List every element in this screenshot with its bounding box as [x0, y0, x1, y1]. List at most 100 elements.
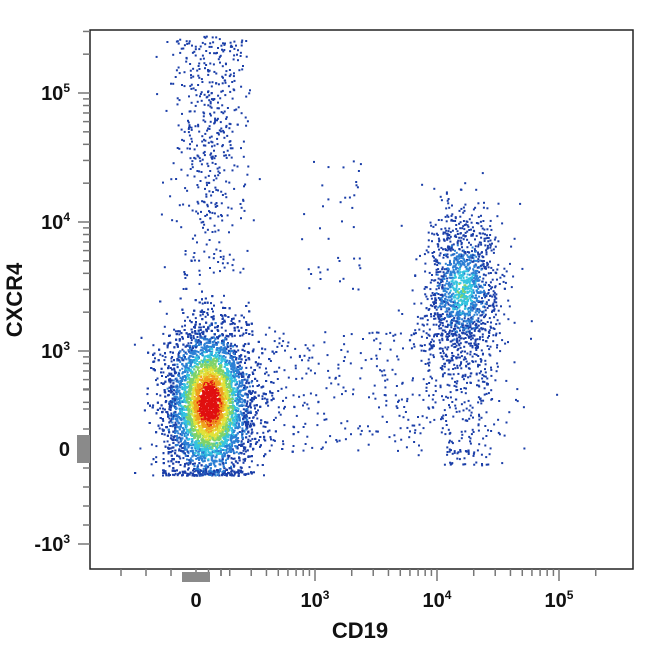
event-dot: [417, 316, 419, 318]
event-dot: [490, 220, 492, 222]
event-dot: [197, 203, 199, 205]
event-dot: [214, 225, 216, 227]
event-dot: [489, 317, 491, 319]
event-dot: [358, 289, 360, 291]
event-dot: [267, 405, 269, 407]
event-dot: [177, 97, 179, 99]
event-dot: [444, 293, 446, 295]
event-dot: [480, 400, 482, 402]
event-dot: [424, 253, 426, 255]
event-dot: [178, 124, 180, 126]
event-dot: [292, 451, 294, 453]
event-dot: [353, 258, 355, 260]
event-dot: [134, 472, 136, 474]
event-dot: [427, 319, 429, 321]
event-dot: [248, 382, 250, 384]
event-dot: [241, 375, 243, 377]
event-dot: [213, 112, 215, 114]
event-dot: [227, 207, 229, 209]
event-dot: [179, 428, 181, 430]
event-dot: [210, 202, 212, 204]
event-dot: [175, 330, 177, 332]
event-dot: [476, 222, 478, 224]
event-dot: [217, 95, 219, 97]
event-dot: [484, 267, 486, 269]
event-dot: [243, 400, 245, 402]
event-dot: [153, 458, 155, 460]
event-dot: [433, 233, 435, 235]
event-dot: [483, 284, 485, 286]
event-dot: [485, 309, 487, 311]
event-dot: [169, 342, 171, 344]
event-dot: [438, 219, 440, 221]
event-dot: [431, 233, 433, 235]
event-dot: [481, 297, 483, 299]
event-dot: [451, 357, 453, 359]
event-dot: [217, 474, 219, 476]
event-dot: [232, 269, 234, 271]
event-dot: [209, 63, 211, 65]
event-dot: [211, 46, 213, 48]
event-dot: [245, 332, 247, 334]
event-dot: [225, 315, 227, 317]
event-dot: [178, 333, 180, 335]
event-dot: [473, 464, 475, 466]
event-dot: [159, 427, 161, 429]
event-dot: [231, 157, 233, 159]
event-dot: [211, 107, 213, 109]
event-dot: [187, 455, 189, 457]
event-dot: [184, 273, 186, 275]
event-dot: [328, 166, 330, 168]
event-dot: [240, 203, 242, 205]
event-dot: [263, 455, 265, 457]
event-dot: [445, 275, 447, 277]
event-dot: [437, 282, 439, 284]
event-dot: [173, 389, 175, 391]
event-dot: [254, 392, 256, 394]
event-dot: [205, 464, 207, 466]
event-dot: [147, 388, 149, 390]
event-dot: [487, 293, 489, 295]
event-dot: [154, 357, 156, 359]
event-dot: [426, 249, 428, 251]
event-dot: [446, 310, 448, 312]
event-dot: [442, 313, 444, 315]
event-dot: [168, 431, 170, 433]
event-dot: [208, 94, 210, 96]
event-dot: [217, 341, 219, 343]
event-dot: [231, 323, 233, 325]
event-dot: [374, 398, 376, 400]
event-dot: [248, 357, 250, 359]
event-dot: [175, 339, 177, 341]
event-dot: [487, 345, 489, 347]
event-dot: [153, 360, 155, 362]
event-dot: [438, 328, 440, 330]
event-dot: [240, 361, 242, 363]
event-dot: [217, 216, 219, 218]
event-dot: [454, 220, 456, 222]
event-dot: [424, 293, 426, 295]
event-dot: [174, 470, 176, 472]
event-dot: [198, 131, 200, 133]
event-dot: [176, 385, 178, 387]
event-dot: [386, 421, 388, 423]
event-dot: [204, 67, 206, 69]
event-dot: [493, 248, 495, 250]
event-dot: [471, 332, 473, 334]
event-dot: [236, 451, 238, 453]
event-dot: [273, 353, 275, 355]
event-dot: [475, 251, 477, 253]
event-dot: [198, 48, 200, 50]
event-dot: [507, 300, 509, 302]
event-dot: [243, 408, 245, 410]
event-dot: [469, 440, 471, 442]
event-dot: [224, 267, 226, 269]
event-dot: [155, 445, 157, 447]
event-dot: [190, 110, 192, 112]
event-dot: [177, 346, 179, 348]
event-dot: [189, 148, 191, 150]
event-dot: [164, 409, 166, 411]
event-dot: [452, 359, 454, 361]
event-dot: [241, 381, 243, 383]
